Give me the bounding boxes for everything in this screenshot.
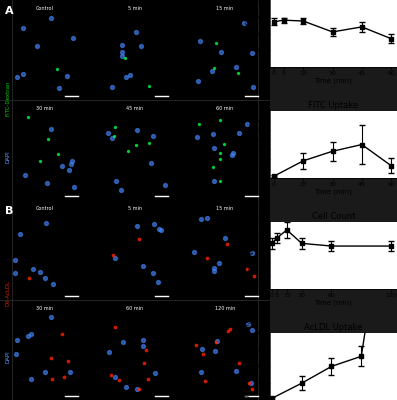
X-axis label: Time (min): Time (min) <box>314 300 353 306</box>
Text: 120 min: 120 min <box>215 306 235 311</box>
Y-axis label: LSEC Nuclei: LSEC Nuclei <box>245 13 251 54</box>
Text: FITC-Dextran: FITC-Dextran <box>6 80 10 116</box>
Text: A: A <box>6 6 14 16</box>
Title: AcLDL Uptake: AcLDL Uptake <box>304 323 363 332</box>
Text: B: B <box>6 206 14 216</box>
Text: 30 min: 30 min <box>37 306 54 311</box>
Text: Control: Control <box>36 6 54 11</box>
Text: 45 min: 45 min <box>126 106 144 111</box>
Y-axis label: AcLDL+ Vesicles (per cell): AcLDL+ Vesicles (per cell) <box>245 321 251 400</box>
Title: FITC Uptake: FITC Uptake <box>308 101 358 110</box>
Text: 15 min: 15 min <box>216 6 233 11</box>
Title: Cell Count: Cell Count <box>312 212 355 221</box>
Text: 5 min: 5 min <box>128 6 142 11</box>
Text: Control: Control <box>36 206 54 211</box>
Text: 15 min: 15 min <box>216 206 233 211</box>
Text: 60 min: 60 min <box>126 306 144 311</box>
Text: 30 min: 30 min <box>37 106 54 111</box>
Y-axis label: LSEC Nuclei: LSEC Nuclei <box>249 235 255 276</box>
Text: DAPI: DAPI <box>6 150 10 163</box>
Y-axis label: FITC+ Vesicles (per cell): FITC+ Vesicles (per cell) <box>249 102 255 187</box>
Text: DAPI: DAPI <box>6 350 10 363</box>
Text: 60 min: 60 min <box>216 106 233 111</box>
Text: 5 min: 5 min <box>128 206 142 211</box>
X-axis label: Time (min): Time (min) <box>314 189 353 195</box>
Text: DiI-AcLDL: DiI-AcLDL <box>6 280 10 306</box>
X-axis label: Time (min): Time (min) <box>314 78 353 84</box>
